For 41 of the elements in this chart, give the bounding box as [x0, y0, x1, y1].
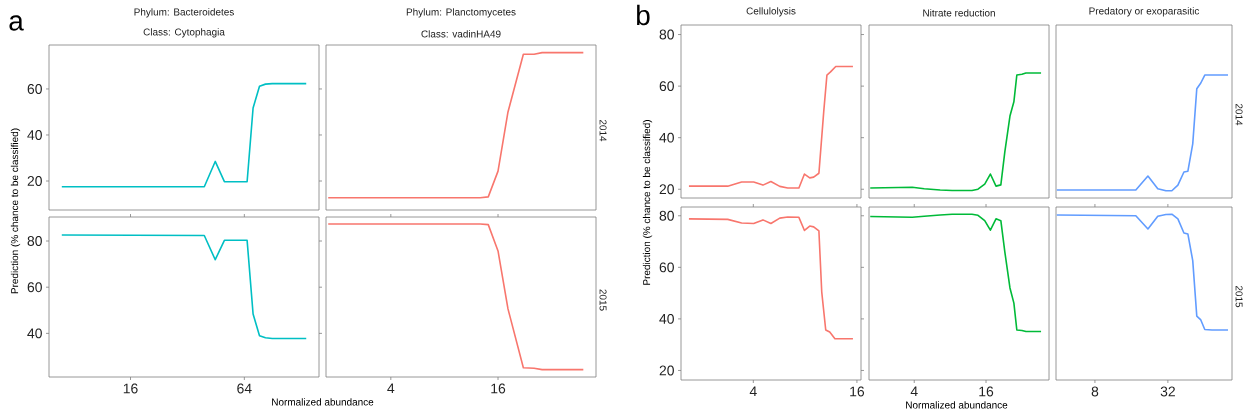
- text: 2015: [1235, 285, 1243, 308]
- x-tick-label: 16: [123, 383, 138, 394]
- y-tick-label: 20: [659, 365, 674, 376]
- chart-subtitle: Class: Cytophagia: [143, 28, 225, 38]
- y-tick-label: 40: [27, 130, 42, 140]
- chart-title: Phylum: Planctomycetes: [406, 8, 516, 18]
- y-tick-label: 40: [659, 132, 674, 143]
- y-tick-label: 80: [659, 29, 674, 40]
- x-axis-title: Normalized abundance: [272, 398, 374, 406]
- y-tick-label: 20: [659, 184, 674, 195]
- x-tick-label: 16: [491, 383, 506, 394]
- y-tick-label: 60: [659, 262, 674, 273]
- chart-title: Predatory or exoparasitic: [1089, 7, 1200, 17]
- y-tick-label: 20: [27, 176, 42, 186]
- y-tick-label: 60: [27, 282, 42, 293]
- y-tick-label: 80: [27, 236, 42, 246]
- y-tick-label: 80: [659, 210, 674, 221]
- x-axis-title: Normalized abundance: [906, 401, 1008, 409]
- chart-title: Cellulolysis: [746, 7, 796, 17]
- x-tick-label: 16: [979, 386, 994, 397]
- text: 2014: [599, 119, 607, 142]
- text: 2015: [599, 289, 607, 311]
- x-tick-label: 8: [1091, 386, 1099, 397]
- y-tick-label: 40: [659, 313, 674, 324]
- text: a: [9, 15, 24, 31]
- x-tick-label: 64: [237, 383, 252, 394]
- chart-title: Phylum: Bacteroidetes: [134, 8, 234, 18]
- y-axis-title: Prediction (% chance to be classified): [642, 120, 653, 285]
- x-tick-label: 4: [749, 386, 757, 397]
- text: 2014: [1235, 103, 1243, 126]
- chart-title: Nitrate reduction: [923, 9, 995, 17]
- y-tick-label: 60: [659, 81, 674, 92]
- x-tick-label: 32: [1160, 386, 1175, 397]
- chart-subtitle: Class: vadinHA49: [421, 30, 501, 38]
- y-axis-title: Prediction (% chance to be classified): [10, 128, 21, 294]
- x-tick-label: 16: [850, 386, 865, 397]
- y-tick-label: 40: [27, 328, 42, 339]
- text: b: [637, 4, 650, 26]
- y-tick-label: 60: [27, 84, 42, 94]
- x-tick-label: 4: [387, 383, 395, 394]
- x-tick-label: 4: [910, 386, 918, 397]
